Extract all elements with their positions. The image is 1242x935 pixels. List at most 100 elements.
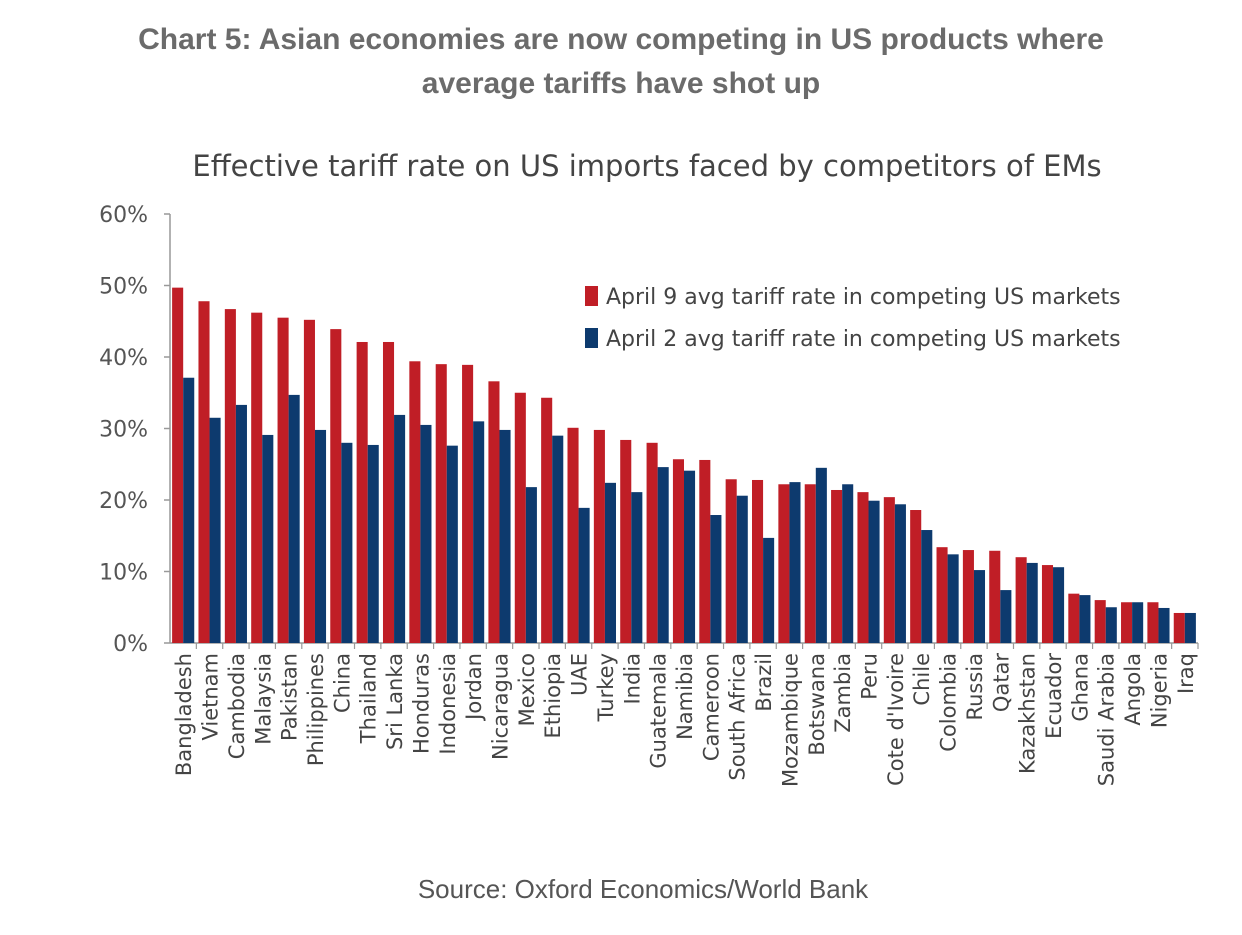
x-tick-label: Russia xyxy=(963,653,987,721)
x-tick-label: Bangladesh xyxy=(172,653,196,776)
bar-april-9 xyxy=(989,550,1001,643)
x-tick-label: Nigeria xyxy=(1147,653,1171,728)
bar-april-9 xyxy=(541,397,553,643)
x-tick-label: Malaysia xyxy=(251,653,275,745)
bar-april-9 xyxy=(831,489,843,643)
bar-april-2 xyxy=(1184,612,1196,643)
y-tick-label: 50% xyxy=(99,275,148,300)
bar-april-9 xyxy=(172,287,184,643)
x-tick-label: Iraq xyxy=(1174,653,1198,694)
bar-april-9 xyxy=(356,341,368,643)
x-tick-label: Zambia xyxy=(831,653,855,733)
x-tick-label: Vietnam xyxy=(199,653,223,741)
x-tick-label: Sri Lanka xyxy=(383,653,407,750)
bar-april-9 xyxy=(593,429,605,643)
bar-april-2 xyxy=(183,377,195,643)
bar-april-9 xyxy=(699,459,711,643)
x-tick-label: Cote d'Ivoire xyxy=(884,653,908,786)
bar-april-9 xyxy=(567,427,579,643)
bar-april-9 xyxy=(1015,557,1027,643)
bar-april-2 xyxy=(367,444,379,643)
bar-april-9 xyxy=(936,547,948,643)
bar-april-2 xyxy=(578,507,590,643)
x-tick-label: Turkey xyxy=(594,653,618,722)
bar-april-2 xyxy=(604,482,616,643)
x-tick-label: Thailand xyxy=(357,653,381,744)
bar-april-9 xyxy=(198,301,210,643)
x-tick-label: Ecuador xyxy=(1042,653,1066,739)
bar-april-2 xyxy=(921,530,933,643)
x-tick-label: Chile xyxy=(910,653,934,706)
bar-april-9 xyxy=(330,329,342,643)
bar-april-2 xyxy=(499,429,511,643)
bar-april-2 xyxy=(842,484,854,643)
bar-april-2 xyxy=(288,394,300,643)
bar-april-2 xyxy=(1158,607,1170,643)
bar-april-2 xyxy=(1132,602,1144,643)
x-tick-label: Nicaragua xyxy=(488,653,512,760)
bar-april-2 xyxy=(446,445,458,643)
x-tick-label: China xyxy=(330,653,354,713)
bar-april-2 xyxy=(341,442,353,643)
x-tick-label: Mozambique xyxy=(778,653,802,787)
chart-heading: Chart 5: Asian economies are now competi… xyxy=(0,18,1242,106)
x-tick-label: Saudi Arabia xyxy=(1095,653,1119,786)
bar-april-9 xyxy=(462,364,474,643)
bar-april-2 xyxy=(1026,562,1038,643)
heading-line-2: average tariffs have shot up xyxy=(421,67,821,100)
bar-april-9 xyxy=(1068,593,1080,643)
y-tick-label: 10% xyxy=(99,561,148,586)
bar-april-9 xyxy=(672,459,684,643)
bar-april-9 xyxy=(277,317,289,643)
bar-april-2 xyxy=(314,429,327,643)
bar-april-2 xyxy=(420,424,432,643)
bar-april-9 xyxy=(382,341,395,643)
x-tick-label: South Africa xyxy=(726,653,750,781)
y-tick-label: 30% xyxy=(99,418,148,443)
x-tick-label: Cambodia xyxy=(225,653,249,759)
legend-swatch xyxy=(585,286,598,306)
x-tick-label: Ethiopia xyxy=(541,653,565,739)
x-tick-label: Indonesia xyxy=(436,653,460,755)
x-tick-label: UAE xyxy=(568,653,592,696)
bar-april-2 xyxy=(552,435,564,643)
bar-april-9 xyxy=(224,309,236,643)
bar-april-9 xyxy=(883,497,895,643)
bar-april-9 xyxy=(1147,602,1159,643)
y-tick-label: 60% xyxy=(99,203,148,228)
bar-april-9 xyxy=(725,479,737,643)
x-tick-label: Peru xyxy=(858,653,882,700)
bar-april-2 xyxy=(815,467,827,643)
x-tick-label: Mexico xyxy=(515,653,539,726)
x-tick-label: Brazil xyxy=(752,653,776,712)
bar-april-2 xyxy=(473,421,485,643)
x-tick-label: Botswana xyxy=(805,653,829,756)
y-tick-label: 20% xyxy=(99,489,148,514)
source-note: Source: Oxford Economics/World Bank xyxy=(417,874,869,904)
bar-april-2 xyxy=(1105,607,1117,643)
bar-april-2 xyxy=(710,515,722,643)
bar-april-9 xyxy=(857,492,869,643)
x-tick-label: Guatemala xyxy=(647,653,671,769)
bar-april-9 xyxy=(251,312,263,643)
bar-april-2 xyxy=(1053,567,1065,643)
bar-april-9 xyxy=(435,364,447,643)
x-tick-label: Colombia xyxy=(937,653,961,752)
bar-april-2 xyxy=(789,482,801,643)
bar-april-9 xyxy=(514,392,526,643)
y-tick-label: 40% xyxy=(99,346,148,371)
x-tick-label: Pakistan xyxy=(278,653,302,741)
bar-april-2 xyxy=(684,470,696,643)
bar-april-2 xyxy=(763,537,775,643)
bar-april-2 xyxy=(657,467,669,643)
bar-april-2 xyxy=(1000,590,1012,643)
bar-april-9 xyxy=(1041,565,1054,643)
x-tick-label: Cameroon xyxy=(699,653,723,761)
legend-label: April 9 avg tariff rate in competing US … xyxy=(606,285,1121,310)
x-tick-label: Honduras xyxy=(409,653,433,754)
bar-april-9 xyxy=(1094,600,1106,643)
bar-april-9 xyxy=(910,510,922,643)
x-tick-label: Qatar xyxy=(989,653,1013,713)
bar-april-2 xyxy=(947,554,959,643)
